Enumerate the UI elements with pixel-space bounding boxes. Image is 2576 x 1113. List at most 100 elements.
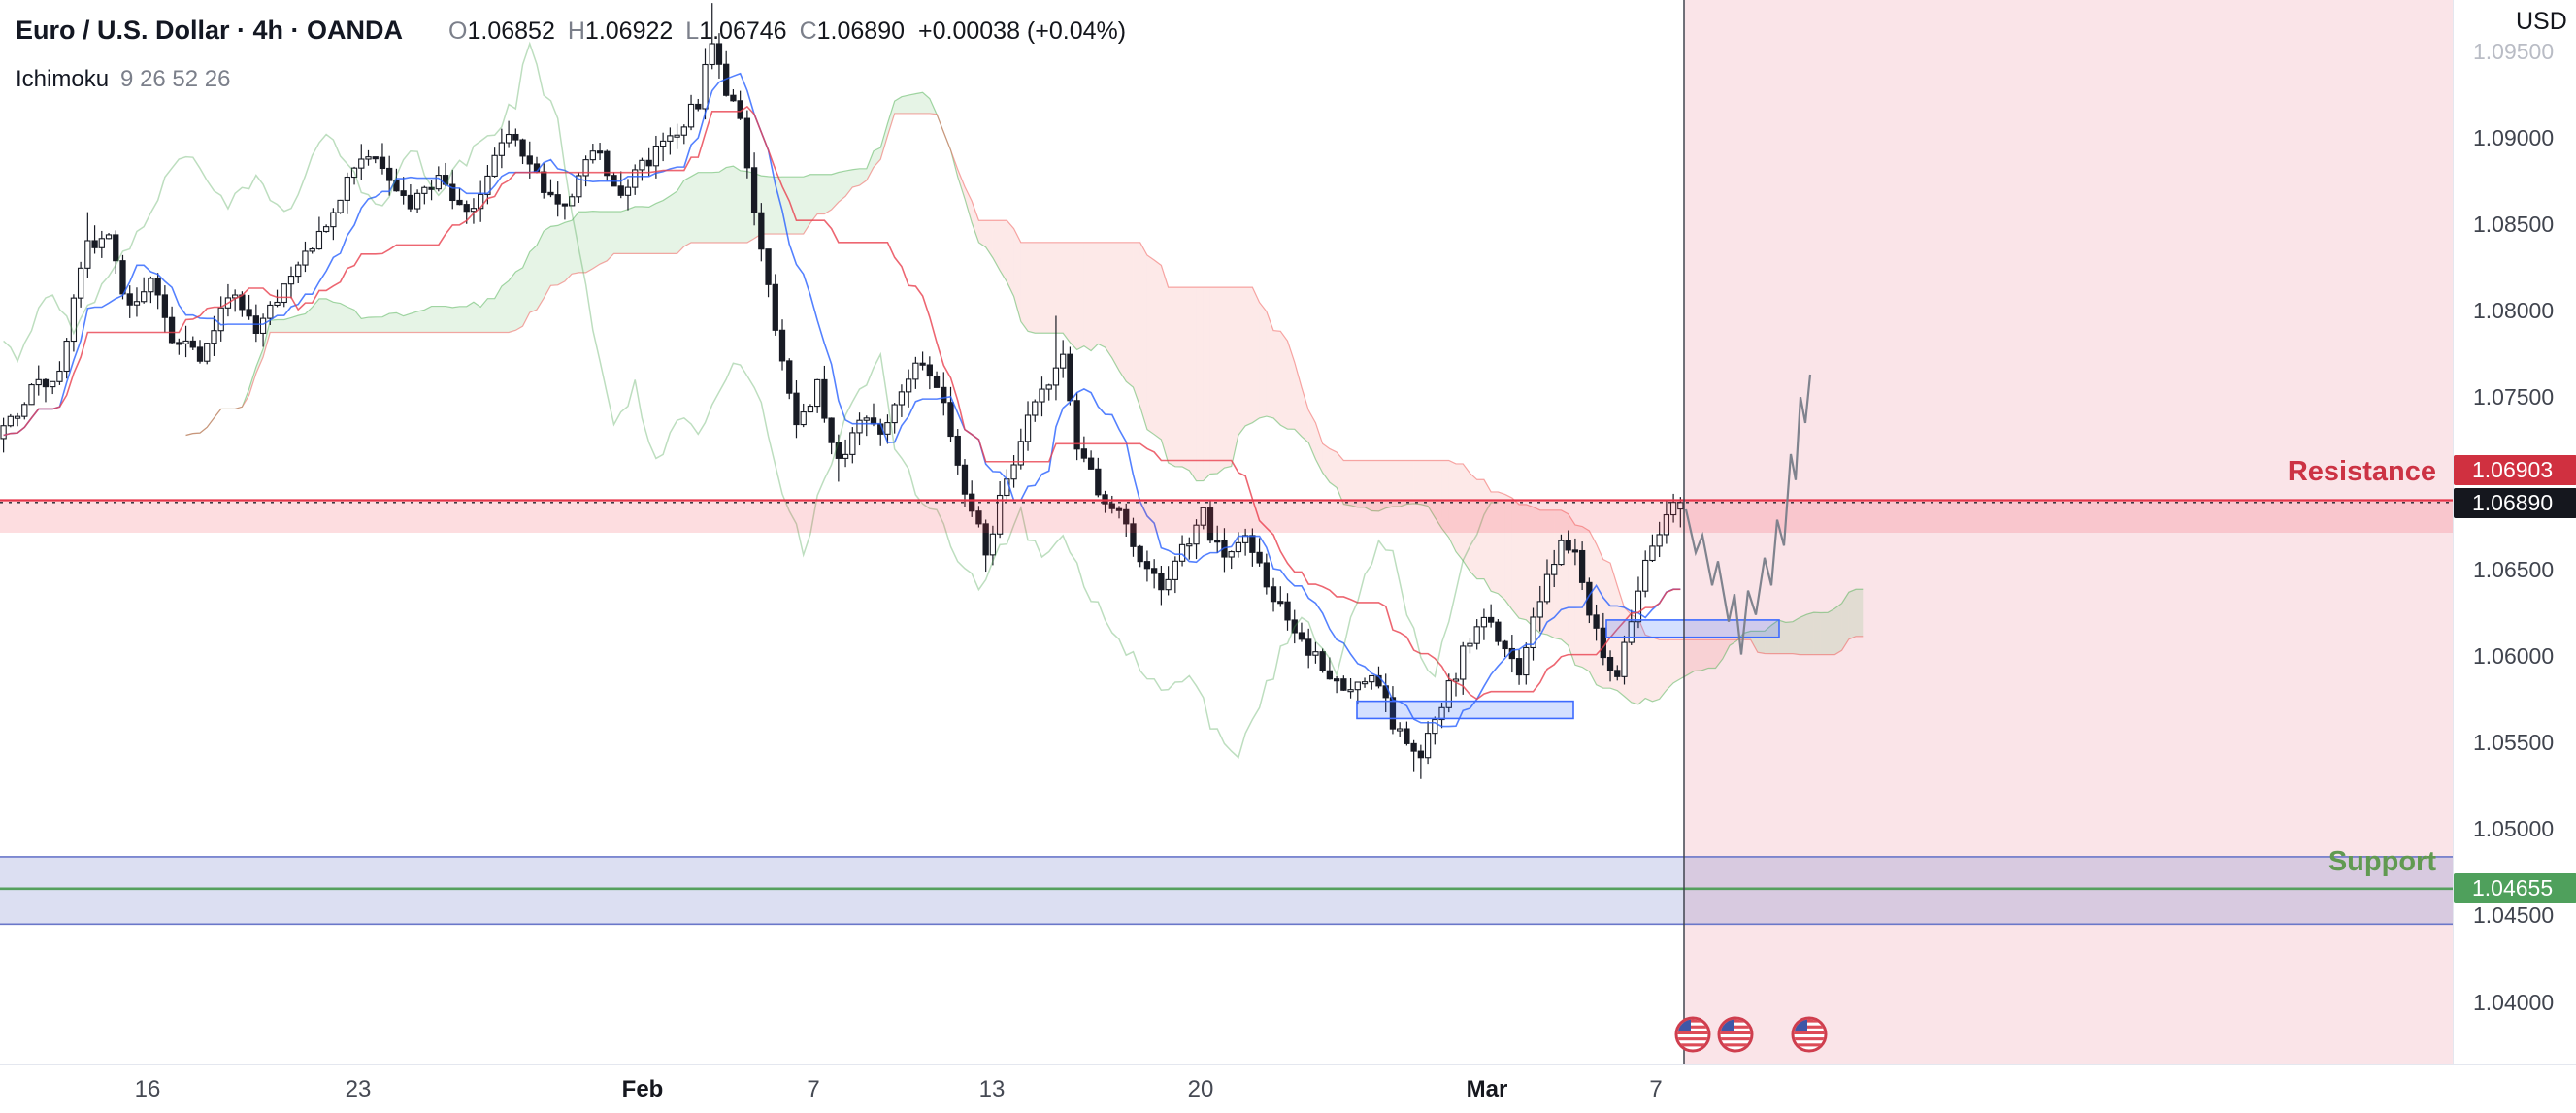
candle[interactable] [105,232,113,240]
candle[interactable] [281,283,287,308]
candle[interactable] [589,144,596,164]
candle[interactable] [512,128,519,147]
candle[interactable] [1214,525,1221,553]
candle[interactable] [35,365,42,396]
candle[interactable] [337,199,344,214]
candle[interactable] [1438,702,1445,729]
candle[interactable] [295,261,302,284]
candle[interactable] [1502,639,1508,657]
candle[interactable] [14,412,21,427]
candle[interactable] [1452,672,1460,697]
candle[interactable] [702,48,709,120]
candle[interactable] [224,283,232,317]
candle[interactable] [50,380,56,395]
candle[interactable] [624,179,632,211]
candle[interactable] [196,340,204,364]
candle[interactable] [561,203,569,220]
support-label[interactable]: Support [2328,845,2436,877]
candle[interactable] [1277,586,1284,607]
candle[interactable] [1017,428,1024,470]
candle[interactable] [1649,534,1656,563]
candle[interactable] [1178,535,1186,567]
candle[interactable] [1080,436,1088,463]
candle[interactable] [1361,677,1369,688]
economic-event-flag-us-icon[interactable] [1674,1016,1711,1053]
candle[interactable] [344,172,350,214]
candle[interactable] [849,427,856,464]
support-zone[interactable] [0,856,2453,926]
candle[interactable] [372,156,379,164]
candle[interactable] [1032,399,1039,422]
candle[interactable] [1508,635,1515,673]
candle[interactable] [141,277,148,304]
candle[interactable] [1628,609,1635,645]
candle[interactable] [1095,457,1102,498]
candle[interactable] [1467,638,1473,654]
candle[interactable] [715,33,723,79]
candle[interactable] [1256,538,1263,567]
candle[interactable] [743,110,751,179]
candle[interactable] [211,315,217,356]
candle[interactable] [498,128,506,169]
candle[interactable] [421,185,428,205]
candle[interactable] [1487,604,1495,628]
candle[interactable] [1515,649,1523,685]
candle[interactable] [639,157,645,181]
candle[interactable] [1045,383,1052,401]
symbol-title[interactable]: Euro / U.S. Dollar · 4h · OANDA [16,16,404,45]
candle[interactable] [63,338,70,379]
candle[interactable] [1480,608,1488,640]
candle[interactable] [1621,635,1628,685]
candle[interactable] [1571,538,1579,566]
candle[interactable] [975,506,982,528]
candle[interactable] [632,164,639,195]
candle[interactable] [905,369,912,408]
candle[interactable] [1578,541,1586,591]
order-block-box[interactable] [1356,700,1574,720]
candle[interactable] [1087,450,1095,470]
candle[interactable] [680,124,687,145]
candle[interactable] [133,287,141,317]
candle[interactable] [182,325,189,358]
candle[interactable] [246,294,252,320]
candle[interactable] [1663,499,1670,544]
candle[interactable] [1445,673,1452,713]
candle[interactable] [1677,497,1684,528]
candle[interactable] [645,147,652,177]
candle[interactable] [778,319,786,371]
candle[interactable] [856,412,863,446]
candle[interactable] [1397,722,1404,737]
candle[interactable] [674,123,680,149]
candle[interactable] [302,241,309,273]
candle[interactable] [259,313,267,347]
candle[interactable] [7,413,14,428]
candle[interactable] [70,294,78,352]
candle[interactable] [1130,517,1137,557]
candle[interactable] [168,306,176,344]
candle[interactable] [1656,521,1663,558]
candle[interactable] [428,180,435,201]
candle[interactable] [1010,455,1017,488]
candle[interactable] [287,266,295,299]
candle[interactable] [1417,744,1425,779]
candle[interactable] [659,132,667,162]
candle[interactable] [1052,315,1060,401]
candle[interactable] [576,172,582,203]
candle[interactable] [84,212,91,278]
candle[interactable] [98,230,105,258]
candle[interactable] [554,181,561,217]
candle[interactable] [350,166,358,185]
candle[interactable] [1642,550,1649,598]
candle[interactable] [1151,559,1158,589]
candle[interactable] [126,285,133,318]
candle[interactable] [154,273,161,310]
candle[interactable] [842,439,849,468]
candle[interactable] [604,149,611,181]
projection-area-overlay[interactable] [1684,0,2453,1064]
candle[interactable] [358,144,365,180]
candle[interactable] [1123,503,1130,537]
candle[interactable] [954,429,961,475]
candle[interactable] [91,225,98,254]
candle[interactable] [800,403,807,428]
candle[interactable] [723,50,730,97]
